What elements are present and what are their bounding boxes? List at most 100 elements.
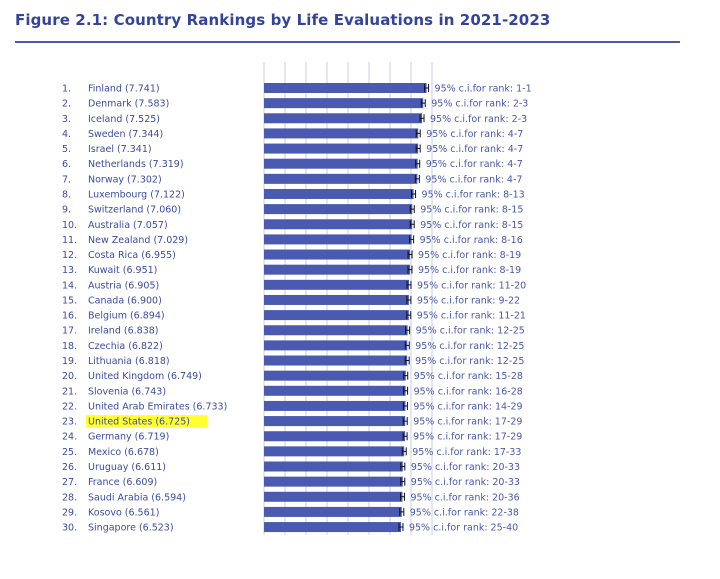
ci-label: 95% c.i.for rank: 17-29	[413, 417, 522, 428]
bar	[264, 476, 403, 487]
bar	[264, 355, 408, 366]
rank-label: 23.	[62, 417, 77, 428]
ci-label: 95% c.i.for rank: 8-19	[418, 265, 521, 276]
bar	[264, 249, 411, 260]
bar	[264, 264, 410, 275]
rank-label: 29.	[62, 507, 77, 518]
country-label: Lithuania (6.818)	[88, 356, 170, 367]
country-label: United States (6.725)	[88, 417, 190, 428]
bar	[264, 98, 424, 109]
rank-label: 2.	[62, 99, 71, 110]
country-label: United Arab Emirates (6.733)	[88, 401, 227, 412]
error-bar	[403, 371, 409, 380]
country-label: Kuwait (6.951)	[88, 265, 157, 276]
error-bar	[400, 477, 406, 486]
error-bar	[406, 311, 412, 320]
rank-label: 15.	[62, 295, 77, 306]
rank-label: 7.	[62, 174, 71, 185]
bar	[264, 400, 406, 411]
error-bar	[407, 265, 413, 274]
rank-label: 25.	[62, 447, 77, 458]
country-label: Slovenia (6.743)	[88, 386, 166, 397]
error-bar	[406, 295, 412, 304]
error-bar	[407, 250, 413, 259]
country-label: Sweden (7.344)	[88, 129, 163, 140]
country-label: Germany (6.719)	[88, 432, 169, 443]
ci-label: 95% c.i.for rank: 4-7	[426, 159, 523, 170]
ci-label: 95% c.i.for rank: 14-29	[413, 401, 522, 412]
highlight-marker	[86, 415, 208, 428]
bar	[264, 446, 405, 457]
error-bar	[400, 462, 406, 471]
country-label: Ireland (6.838)	[88, 326, 159, 337]
bar	[264, 370, 406, 381]
rank-label: 11.	[62, 235, 77, 246]
rank-label: 12.	[62, 250, 77, 261]
country-label: Austria (6.905)	[88, 280, 159, 291]
country-label: Belgium (6.894)	[88, 311, 165, 322]
rank-label: 9.	[62, 205, 71, 216]
error-bar	[415, 129, 421, 138]
ci-label: 95% c.i.for rank: 8-15	[420, 220, 523, 231]
rank-label: 3.	[62, 114, 71, 125]
error-bar	[404, 356, 410, 365]
error-bar	[415, 159, 421, 168]
rank-label: 13.	[62, 265, 77, 276]
country-label: Finland (7.741)	[88, 84, 160, 95]
bar	[264, 461, 403, 472]
country-label: Norway (7.302)	[88, 174, 162, 185]
ci-label: 95% c.i.for rank: 8-19	[418, 250, 521, 261]
country-label: Iceland (7.525)	[88, 114, 160, 125]
error-bar	[411, 189, 417, 198]
bar	[264, 294, 409, 305]
ci-label: 95% c.i.for rank: 2-3	[430, 114, 527, 125]
error-bar	[409, 220, 415, 229]
country-label: Canada (6.900)	[88, 295, 162, 306]
ci-label: 95% c.i.for rank: 16-28	[414, 386, 523, 397]
ci-label: 95% c.i.for rank: 12-25	[415, 356, 524, 367]
ci-label: 95% c.i.for rank: 8-15	[420, 205, 523, 216]
ci-label: 95% c.i.for rank: 25-40	[409, 523, 518, 534]
ci-label: 95% c.i.for rank: 20-36	[410, 492, 519, 503]
error-bar	[405, 326, 411, 335]
title-rule	[15, 41, 680, 43]
error-bar	[398, 523, 404, 532]
bar	[264, 219, 413, 230]
ci-label: 95% c.i.for rank: 15-28	[414, 371, 523, 382]
error-bar	[402, 432, 408, 441]
bar	[264, 204, 413, 215]
bar	[264, 158, 418, 169]
country-label: France (6.609)	[88, 477, 157, 488]
rank-label: 19.	[62, 356, 77, 367]
rank-label: 8.	[62, 189, 71, 200]
error-bar	[404, 341, 410, 350]
country-label: Israel (7.341)	[88, 144, 152, 155]
country-label: New Zealand (7.029)	[88, 235, 188, 246]
rank-label: 17.	[62, 326, 77, 337]
rank-label: 10.	[62, 220, 77, 231]
bar	[264, 113, 423, 124]
ci-label: 95% c.i.for rank: 20-33	[411, 477, 520, 488]
rank-label: 30.	[62, 523, 77, 534]
rank-label: 26.	[62, 462, 77, 473]
error-bar	[406, 280, 412, 289]
error-bar	[415, 144, 421, 153]
ci-label: 95% c.i.for rank: 17-33	[412, 447, 521, 458]
country-label: Kosovo (6.561)	[88, 507, 159, 518]
bar	[264, 128, 419, 139]
error-bar	[403, 386, 409, 395]
error-bar	[409, 205, 415, 214]
ci-label: 95% c.i.for rank: 11-21	[417, 311, 526, 322]
error-bar	[402, 401, 408, 410]
bar	[264, 431, 406, 442]
ci-label: 95% c.i.for rank: 8-16	[420, 235, 523, 246]
ci-label: 95% c.i.for rank: 4-7	[425, 174, 522, 185]
bar	[264, 279, 410, 290]
country-label: United Kingdom (6.749)	[88, 371, 202, 382]
ci-label: 95% c.i.for rank: 4-7	[426, 129, 523, 140]
ci-label: 95% c.i.for rank: 20-33	[411, 462, 520, 473]
rank-label: 21.	[62, 386, 77, 397]
error-bar	[409, 235, 415, 244]
country-label: Costa Rica (6.955)	[88, 250, 176, 261]
